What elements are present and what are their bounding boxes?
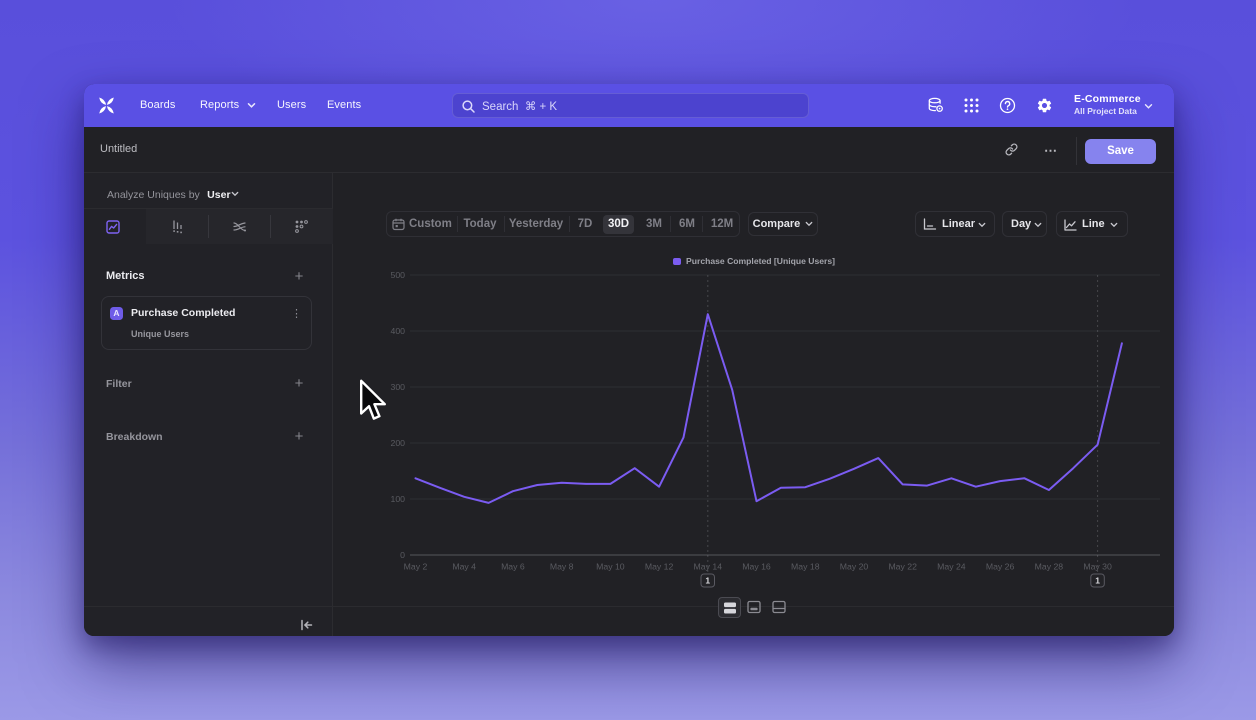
svg-text:May 14: May 14: [694, 562, 723, 572]
svg-text:400: 400: [391, 326, 406, 336]
svg-text:1: 1: [1095, 576, 1100, 586]
svg-text:May 26: May 26: [986, 562, 1015, 572]
svg-text:May 20: May 20: [840, 562, 869, 572]
svg-text:100: 100: [391, 494, 406, 504]
svg-text:May 4: May 4: [452, 562, 476, 572]
svg-text:May 6: May 6: [501, 562, 525, 572]
svg-text:300: 300: [391, 382, 406, 392]
svg-text:May 22: May 22: [888, 562, 917, 572]
svg-text:500: 500: [391, 270, 406, 280]
svg-text:May 18: May 18: [791, 562, 820, 572]
svg-text:May 8: May 8: [550, 562, 574, 572]
svg-text:May 28: May 28: [1035, 562, 1064, 572]
svg-text:May 2: May 2: [404, 562, 428, 572]
svg-text:May 30: May 30: [1083, 562, 1112, 572]
svg-text:May 10: May 10: [596, 562, 625, 572]
svg-text:1: 1: [705, 576, 710, 586]
svg-text:May 16: May 16: [742, 562, 771, 572]
svg-text:May 24: May 24: [937, 562, 966, 572]
svg-text:0: 0: [400, 550, 405, 560]
svg-text:May 12: May 12: [645, 562, 674, 572]
svg-text:200: 200: [391, 438, 406, 448]
